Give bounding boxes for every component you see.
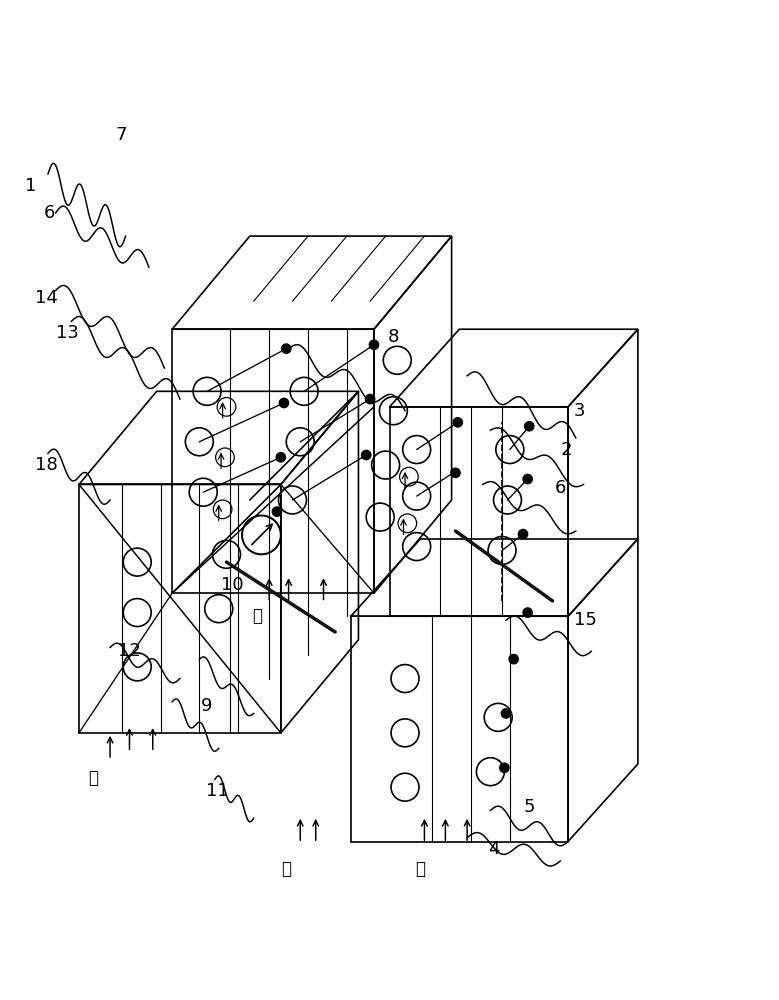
Circle shape: [277, 453, 285, 462]
Text: 2: 2: [561, 441, 573, 459]
Text: 4: 4: [488, 840, 500, 858]
Circle shape: [369, 340, 379, 349]
Text: 15: 15: [573, 611, 597, 629]
Circle shape: [523, 608, 532, 617]
Text: 12: 12: [118, 642, 141, 660]
Text: 10: 10: [221, 576, 244, 594]
Circle shape: [499, 763, 509, 772]
Text: 14: 14: [35, 289, 58, 307]
Text: 水: 水: [415, 860, 425, 878]
Text: 3: 3: [574, 402, 586, 420]
Text: 1: 1: [25, 177, 37, 195]
Text: 13: 13: [56, 324, 79, 342]
Circle shape: [509, 654, 518, 664]
Circle shape: [524, 422, 534, 431]
Text: 8: 8: [388, 328, 399, 346]
Circle shape: [523, 474, 532, 484]
Text: 6: 6: [555, 479, 566, 497]
Text: 水: 水: [88, 769, 98, 787]
Text: 18: 18: [35, 456, 58, 474]
Circle shape: [281, 344, 291, 353]
Circle shape: [451, 468, 460, 477]
Text: 水: 水: [252, 607, 263, 625]
Text: 7: 7: [116, 126, 128, 144]
Circle shape: [280, 398, 288, 408]
Text: 水: 水: [281, 860, 291, 878]
Text: 6: 6: [44, 204, 55, 222]
Circle shape: [453, 418, 463, 427]
Text: 11: 11: [206, 782, 228, 800]
Text: 9: 9: [201, 697, 213, 715]
Circle shape: [518, 529, 527, 539]
Circle shape: [361, 450, 371, 460]
Circle shape: [501, 709, 510, 718]
Text: 5: 5: [523, 798, 535, 816]
Circle shape: [365, 394, 375, 404]
Circle shape: [273, 507, 281, 516]
